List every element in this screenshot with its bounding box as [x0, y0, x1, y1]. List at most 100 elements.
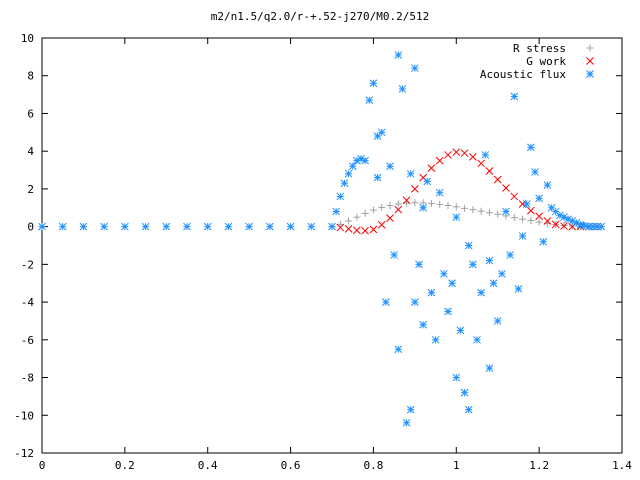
data-point: [452, 373, 461, 382]
data-point: [435, 188, 444, 197]
y-tick-label: -6: [21, 334, 34, 347]
y-tick-label: -2: [21, 258, 34, 271]
data-point: [444, 202, 452, 210]
data-point: [469, 260, 477, 269]
data-point: [469, 206, 477, 214]
data-point: [332, 207, 340, 216]
data-point: [485, 209, 493, 217]
y-tick-label: 6: [27, 107, 34, 120]
data-point: [514, 285, 523, 293]
data-point: [485, 364, 494, 372]
data-point: [348, 162, 357, 171]
data-point: [489, 279, 498, 288]
data-point: [527, 217, 535, 225]
data-point: [415, 260, 423, 269]
x-tick-label: 1.2: [529, 459, 549, 472]
data-point: [560, 222, 568, 230]
data-point: [461, 204, 469, 212]
data-point: [494, 210, 502, 218]
data-point: [535, 194, 543, 203]
data-point: [419, 320, 427, 329]
plot-frame: [41, 37, 623, 454]
data-point: [464, 405, 473, 414]
data-point: [340, 179, 349, 188]
data-point: [493, 317, 502, 325]
data-point: [551, 220, 560, 229]
data-point: [286, 222, 295, 231]
data-point: [531, 168, 539, 176]
data-point: [386, 202, 394, 210]
data-point: [485, 256, 494, 265]
data-point: [411, 298, 419, 306]
y-tick-label: 2: [27, 183, 34, 196]
legend-marker: [586, 70, 594, 78]
data-point: [402, 196, 411, 205]
data-point: [519, 215, 527, 223]
data-point: [435, 156, 444, 165]
data-point: [510, 92, 519, 101]
series-2: [38, 51, 606, 427]
data-point: [477, 288, 485, 297]
data-point: [378, 203, 386, 211]
series-1: [336, 148, 601, 235]
x-tick-label: 0.8: [363, 459, 383, 472]
data-point: [411, 185, 419, 193]
data-point: [411, 64, 419, 73]
data-point: [543, 217, 552, 225]
data-point: [406, 405, 415, 414]
data-point: [485, 167, 494, 175]
data-point: [423, 177, 432, 186]
data-point: [394, 51, 403, 59]
y-tick-label: 4: [27, 145, 34, 158]
data-point: [382, 298, 390, 306]
y-tick-label: -8: [21, 372, 34, 385]
data-point: [452, 148, 461, 156]
data-point: [527, 143, 535, 152]
data-point: [394, 205, 403, 214]
data-point: [386, 162, 394, 171]
data-point: [473, 335, 481, 344]
data-point: [336, 223, 345, 232]
data-point: [365, 96, 374, 105]
legend-label: G work: [526, 55, 566, 68]
data-point: [477, 207, 485, 215]
data-point: [448, 279, 456, 288]
data-point: [481, 151, 490, 159]
data-point: [369, 225, 378, 234]
x-tick-label: 0.4: [198, 459, 218, 472]
data-point: [493, 175, 502, 184]
legend-marker: [586, 44, 594, 52]
data-point: [406, 169, 415, 178]
data-point: [373, 173, 382, 182]
data-point: [502, 184, 510, 192]
x-tick-label: 0.2: [115, 459, 135, 472]
data-point: [58, 222, 67, 231]
data-point: [224, 222, 233, 231]
data-point: [336, 220, 344, 228]
data-point: [203, 222, 212, 231]
data-point: [444, 307, 452, 316]
x-tick-label: 1: [453, 459, 460, 472]
data-point: [456, 326, 465, 335]
data-point: [266, 222, 274, 231]
data-point: [377, 220, 386, 229]
data-point: [361, 226, 369, 235]
data-point: [436, 200, 444, 208]
data-point: [440, 269, 448, 278]
data-point: [427, 288, 436, 297]
data-point: [398, 85, 407, 93]
data-point: [469, 152, 477, 161]
x-tick-label: 1.4: [612, 459, 632, 472]
y-tick-label: -10: [14, 409, 34, 422]
data-point: [506, 251, 514, 259]
data-point: [328, 222, 336, 231]
y-tick-label: -12: [14, 447, 34, 460]
data-point: [427, 199, 435, 207]
data-point: [522, 200, 531, 208]
data-point: [498, 269, 506, 278]
data-point: [100, 222, 108, 231]
data-point: [502, 207, 510, 216]
data-point: [353, 213, 361, 221]
